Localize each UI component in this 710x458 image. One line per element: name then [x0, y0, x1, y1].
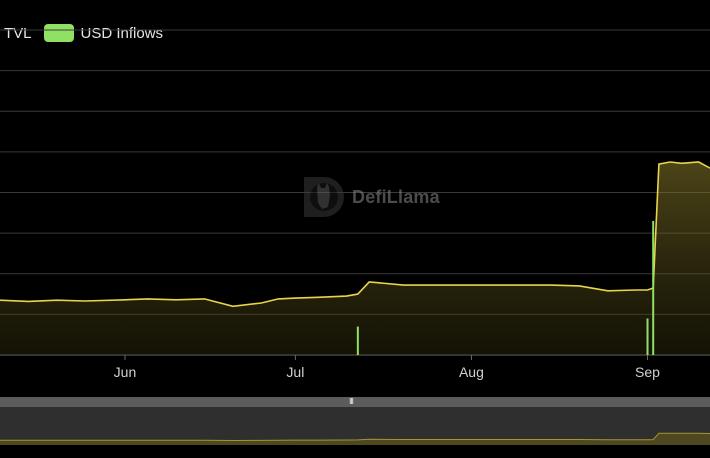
legend-item-tvl[interactable]: TVL [0, 24, 32, 42]
overview-area [0, 433, 710, 445]
x-tick-label: Jun [114, 364, 137, 380]
chart-legend: TVL USD Inflows [0, 22, 175, 44]
overview-line [0, 432, 710, 442]
tvl-area-fill [0, 162, 710, 355]
legend-swatch-usd-inflows [43, 24, 74, 42]
legend-item-usd-inflows[interactable]: USD Inflows [43, 24, 164, 42]
x-tick-label: Sep [635, 364, 660, 380]
tvl-series-line [0, 161, 710, 308]
grip-icon[interactable]: III [349, 397, 354, 406]
zoom-slider-track[interactable]: III [0, 397, 710, 407]
usd-inflows-bar [652, 220, 655, 355]
usd-inflows-bar [356, 326, 359, 355]
x-tick-label: Jul [286, 364, 304, 380]
usd-inflows-bar [646, 318, 649, 355]
legend-label-tvl: TVL [4, 24, 32, 42]
overview-mini-chart[interactable] [0, 407, 710, 445]
legend-label-usd-inflows: USD Inflows [80, 24, 164, 42]
tvl-chart[interactable]: Jun Jul Aug Sep [0, 0, 710, 397]
x-tick-label: Aug [459, 364, 484, 380]
